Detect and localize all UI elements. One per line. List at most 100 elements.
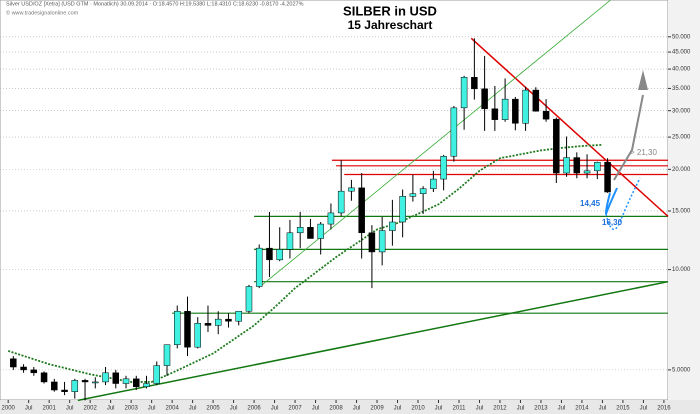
candle-body xyxy=(163,344,171,366)
x-tick-label: 2000 xyxy=(2,406,16,412)
candle-body xyxy=(20,366,27,371)
candle-body xyxy=(71,380,79,392)
candle-body xyxy=(563,157,570,174)
candle-body xyxy=(450,107,458,157)
x-tick-label: 2006 xyxy=(247,406,261,412)
candle-body xyxy=(112,372,120,384)
candle-body xyxy=(481,88,488,110)
x-tick-label: 2009 xyxy=(370,406,384,412)
annotation: 14,45 xyxy=(580,199,601,208)
x-tick-label: Jul xyxy=(394,406,402,412)
candle-body xyxy=(51,381,58,391)
candle-body xyxy=(501,98,509,120)
candle-body xyxy=(81,380,89,383)
moving-average xyxy=(7,143,603,383)
candle-body xyxy=(235,310,242,322)
candle-body xyxy=(307,227,314,239)
candle-body xyxy=(440,155,447,180)
candle-body xyxy=(214,318,222,326)
y-tick-label: 25.000 xyxy=(672,135,691,141)
chart-subtitle: 15 Jahreschart xyxy=(348,18,433,32)
y-tick-label: 10.000 xyxy=(672,267,691,273)
candle-body xyxy=(245,286,253,312)
candle-body xyxy=(522,89,529,124)
x-tick-label: 2008 xyxy=(329,406,343,412)
x-tick-label: 2015 xyxy=(616,406,630,412)
candle-body xyxy=(553,118,560,174)
x-tick-label: 2007 xyxy=(288,406,302,412)
projection-up xyxy=(613,94,644,181)
x-tick-label: Jul xyxy=(271,406,279,412)
x-tick-label: 2012 xyxy=(493,406,507,412)
candle-body xyxy=(460,77,468,109)
x-tick-label: 2013 xyxy=(534,406,548,412)
x-tick-label: 2001 xyxy=(42,406,56,412)
candle-body xyxy=(604,162,611,193)
candle-body xyxy=(573,157,581,174)
trend-line xyxy=(470,37,669,217)
candle-body xyxy=(583,170,591,174)
candle-body xyxy=(542,110,550,120)
candle-body xyxy=(204,323,212,326)
y-tick-label: 40.000 xyxy=(672,67,691,73)
source: © www.tradesignalonline.com xyxy=(6,9,79,16)
x-tick-label: Jul xyxy=(353,406,361,412)
y-tick-label: 5.0000 xyxy=(672,367,691,373)
candle-body xyxy=(358,187,365,234)
candle-body xyxy=(368,232,376,253)
candle-body xyxy=(10,358,17,368)
candle-body xyxy=(276,249,283,261)
x-tick-label: Jul xyxy=(230,406,238,412)
candle-body xyxy=(173,310,181,345)
plot-area xyxy=(0,0,669,401)
x-tick-label: Jul xyxy=(148,406,156,412)
candle-body xyxy=(122,378,130,384)
x-tick-label: 2014 xyxy=(575,406,589,412)
candle-body xyxy=(133,378,140,387)
annotation: 16,30 xyxy=(602,218,623,227)
y-tick-label: 20.000 xyxy=(672,167,691,173)
chart-title: SILBER in USD xyxy=(343,3,437,18)
candle-body xyxy=(430,178,437,189)
x-tick-label: 2010 xyxy=(411,406,425,412)
x-tick-label: Jul xyxy=(640,406,648,412)
x-tick-label: Jul xyxy=(312,406,320,412)
x-tick-label: Jul xyxy=(25,406,33,412)
candle-body xyxy=(286,232,294,250)
x-tick-label: 2002 xyxy=(83,406,97,412)
candle-body xyxy=(378,230,386,253)
x-tick-label: Jul xyxy=(476,406,484,412)
y-tick-label: 30.000 xyxy=(672,108,691,114)
candle-body xyxy=(471,77,478,90)
y-tick-label: 45.000 xyxy=(672,50,691,56)
candle-body xyxy=(296,227,304,234)
candle-body xyxy=(327,212,335,225)
y-tick-label: 15.000 xyxy=(672,209,691,215)
candle-body xyxy=(512,98,519,124)
candle-body xyxy=(532,89,540,112)
x-tick-label: Jul xyxy=(66,406,74,412)
candle-body xyxy=(194,323,201,348)
candle-body xyxy=(143,383,150,387)
x-tick-label: Jul xyxy=(189,406,197,412)
candle-body xyxy=(30,369,38,374)
x-tick-label: 2016 xyxy=(657,406,671,412)
candle-body xyxy=(184,310,191,348)
x-tick-label: Jul xyxy=(107,406,115,412)
candle-body xyxy=(102,372,109,383)
x-tick-label: 2005 xyxy=(206,406,220,412)
candle-body xyxy=(255,247,263,287)
projection-dotted xyxy=(605,177,641,231)
y-tick-label: 35.000 xyxy=(672,86,691,92)
candle-body xyxy=(40,372,48,383)
candle-body xyxy=(337,190,345,214)
x-tick-label: Jul xyxy=(517,406,525,412)
x-tick-label: 2011 xyxy=(453,406,467,412)
candle-body xyxy=(491,108,499,120)
annotation: > 21,30 xyxy=(630,148,657,157)
x-tick-label: Jul xyxy=(435,406,443,412)
x-tick-label: 2003 xyxy=(124,406,138,412)
candle-body xyxy=(266,247,273,261)
candle-body xyxy=(348,187,355,192)
